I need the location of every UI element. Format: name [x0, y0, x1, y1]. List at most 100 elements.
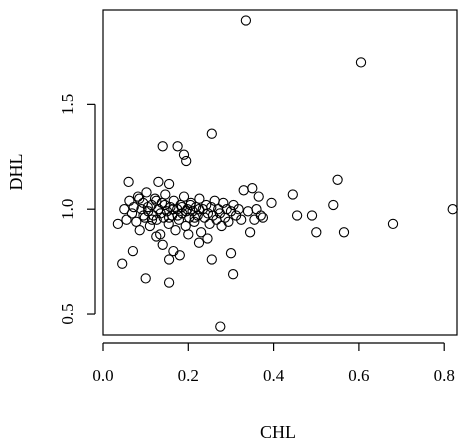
- data-point: [185, 199, 196, 211]
- data-point: [387, 218, 399, 230]
- data-point: [193, 237, 205, 248]
- data-point: [255, 210, 266, 221]
- x-tick-label: 0.2: [178, 366, 199, 385]
- data-point: [174, 250, 185, 261]
- data-point: [146, 214, 158, 225]
- data-point: [251, 204, 262, 215]
- data-point: [159, 199, 170, 211]
- data-point: [180, 220, 191, 232]
- data-point: [192, 210, 203, 221]
- data-point: [193, 204, 205, 215]
- data-point: [218, 197, 229, 209]
- data-point: [227, 269, 239, 280]
- data-point: [253, 191, 264, 202]
- x-tick-label: 0.6: [348, 366, 369, 385]
- data-point: [216, 220, 227, 232]
- x-axis: 0.0 0.2 0.4 0.6 0.8: [92, 342, 455, 385]
- data-point: [157, 141, 168, 152]
- data-point: [119, 204, 130, 215]
- data-point: [134, 193, 145, 204]
- x-tick-label: 0.8: [434, 366, 455, 385]
- data-point: [121, 214, 132, 225]
- data-point: [141, 187, 152, 198]
- data-point: [189, 216, 200, 227]
- data-point: [202, 208, 214, 219]
- data-point: [163, 212, 175, 223]
- data-point: [173, 214, 185, 225]
- y-tick-label: 0.5: [58, 303, 77, 324]
- y-tick-label: 1.5: [58, 94, 77, 115]
- data-point: [165, 201, 176, 213]
- data-point: [172, 210, 183, 221]
- data-point: [160, 189, 171, 200]
- y-tick-label: 1.0: [58, 199, 77, 220]
- data-point: [134, 225, 145, 236]
- data-point: [170, 225, 181, 236]
- data-point: [163, 277, 175, 288]
- data-point: [206, 254, 217, 265]
- data-point: [306, 210, 318, 221]
- data-point: [124, 195, 135, 206]
- x-tick-label: 0.4: [263, 366, 285, 385]
- data-point: [123, 176, 134, 188]
- data-point: [287, 189, 298, 200]
- y-axis: 0.5 1.0 1.5: [58, 94, 96, 325]
- x-axis-title: CHL: [260, 422, 296, 442]
- data-point: [178, 191, 190, 202]
- data-point: [126, 208, 138, 219]
- data-point: [266, 197, 277, 209]
- data-point: [195, 227, 207, 238]
- data-point: [128, 201, 139, 213]
- data-point: [117, 258, 128, 269]
- data-point: [244, 227, 256, 238]
- data-point: [178, 149, 190, 160]
- data-point: [204, 218, 215, 230]
- data-point: [338, 227, 350, 238]
- data-point: [163, 254, 175, 265]
- data-point: [242, 206, 254, 217]
- data-point: [206, 128, 217, 139]
- data-point: [157, 239, 168, 250]
- data-point: [257, 212, 269, 223]
- data-point: [236, 214, 247, 225]
- data-point: [202, 233, 213, 244]
- data-point: [142, 201, 153, 213]
- data-point: [168, 245, 179, 257]
- data-point: [355, 57, 367, 68]
- data-point: [291, 210, 303, 221]
- data-point: [144, 220, 156, 232]
- data-point: [153, 176, 164, 188]
- data-point: [447, 204, 458, 215]
- data-point: [247, 183, 258, 194]
- data-point: [328, 199, 339, 211]
- y-axis-title: DHL: [6, 154, 26, 191]
- data-point: [127, 245, 139, 257]
- data-point: [112, 218, 124, 230]
- data-point: [172, 141, 183, 152]
- data-point: [215, 321, 226, 332]
- data-point: [151, 231, 162, 242]
- data-point: [189, 212, 200, 223]
- data-point: [206, 201, 217, 213]
- data-point: [238, 185, 249, 196]
- data-point: [249, 214, 260, 225]
- data-point: [163, 178, 175, 190]
- data-point: [132, 191, 144, 202]
- data-points: [112, 15, 458, 332]
- data-point: [332, 174, 343, 185]
- data-point: [194, 193, 205, 204]
- data-point: [181, 155, 192, 167]
- data-point: [183, 229, 194, 240]
- data-point: [155, 208, 166, 219]
- data-point: [233, 204, 244, 215]
- data-point: [138, 210, 149, 221]
- data-point: [151, 195, 162, 206]
- data-point: [311, 227, 322, 238]
- data-point: [223, 216, 234, 227]
- plot-frame: [102, 9, 458, 336]
- data-point: [225, 248, 237, 259]
- x-tick-label: 0.0: [92, 366, 113, 385]
- data-point: [240, 15, 252, 26]
- data-point: [140, 273, 151, 284]
